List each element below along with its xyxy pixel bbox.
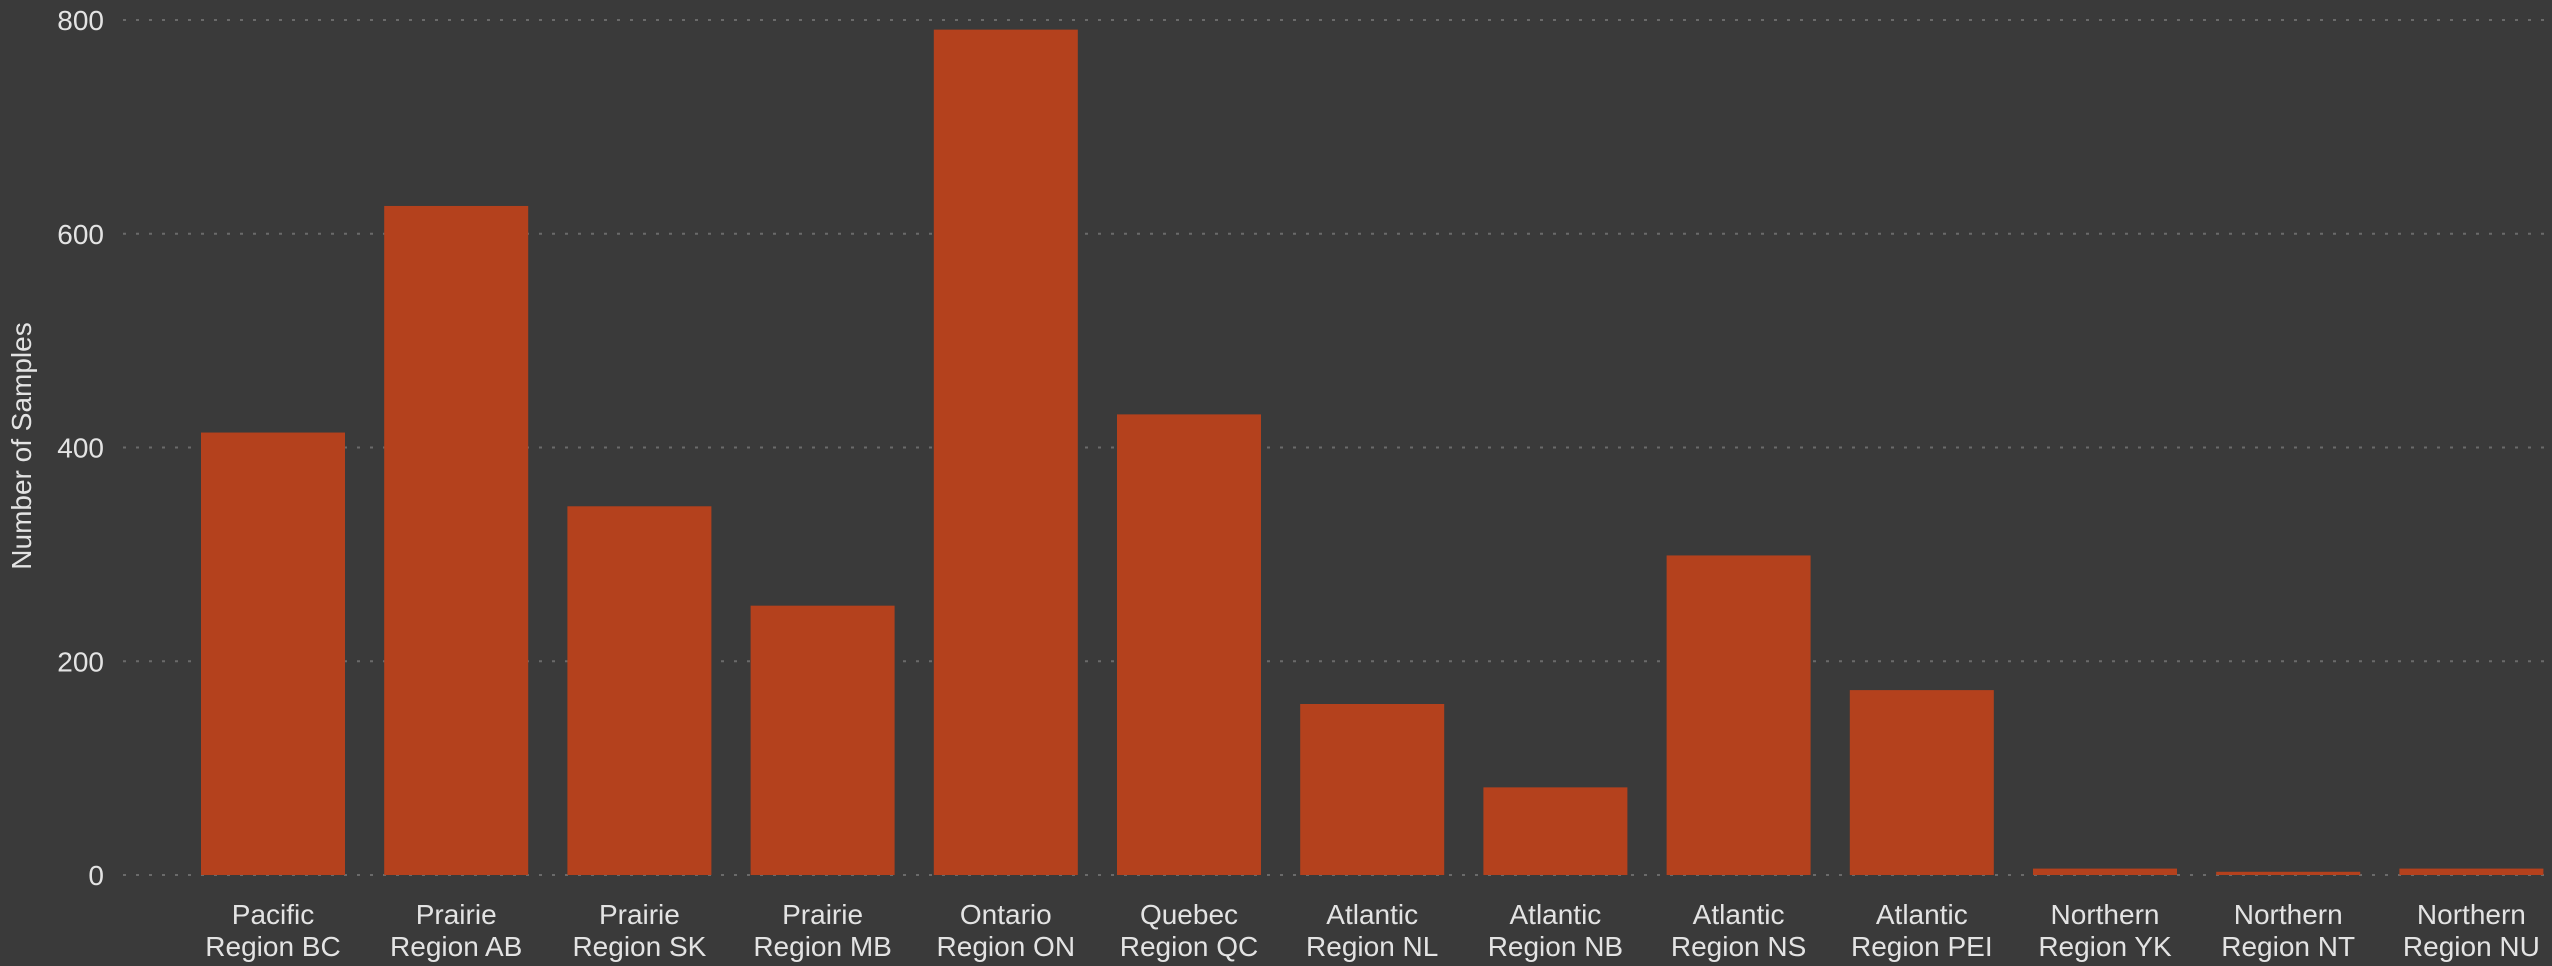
y-tick-label-600: 600: [57, 219, 104, 250]
y-tick-label-200: 200: [57, 646, 104, 677]
bar-atlantic-region-pei: [1849, 690, 1994, 875]
bar-northern-region-nt: [2216, 871, 2361, 875]
bar-layer: [201, 29, 2544, 875]
x-tick-label-line-2: Region YK: [2038, 931, 2172, 962]
bar-prairie-region-ab: [384, 205, 529, 875]
x-tick-label-line-1: Northern: [2417, 899, 2526, 930]
x-tick-label-northern-region-yk: Northern Region YK: [2038, 899, 2172, 962]
x-tick-label-line-1: Prairie: [599, 899, 680, 930]
bar-northern-region-nu: [2399, 868, 2544, 875]
x-tick-label-line-1: Atlantic: [1693, 899, 1785, 930]
y-tick-label-400: 400: [57, 433, 104, 464]
x-tick-label-line-2: Region NB: [1488, 931, 1623, 962]
bar-pacific-region-bc: [201, 432, 345, 875]
x-tick-label-northern-region-nu: Northern Region NU: [2403, 899, 2540, 962]
x-tick-label-line-2: Region NL: [1306, 931, 1438, 962]
x-tick-label-atlantic-region-pei: Atlantic Region PEI: [1851, 899, 1993, 962]
x-tick-label-prairie-region-mb: Prairie Region MB: [753, 899, 892, 962]
x-tick-label-line-1: Quebec: [1140, 899, 1238, 930]
x-tick-label-line-2: Region QC: [1120, 931, 1259, 962]
x-tick-label-line-2: Region BC: [205, 931, 340, 962]
x-tick-label-line-1: Ontario: [960, 899, 1052, 930]
bar-prairie-region-sk: [567, 506, 712, 875]
bar-northern-region-yk: [2033, 868, 2177, 875]
x-tick-label-line-1: Prairie: [782, 899, 863, 930]
y-axis-title: Number of Samples: [6, 322, 37, 569]
x-tick-label-atlantic-region-nl: Atlantic Region NL: [1306, 899, 1438, 962]
x-tick-label-prairie-region-sk: Prairie Region SK: [572, 899, 706, 962]
x-tick-label-atlantic-region-ns: Atlantic Region NS: [1671, 899, 1806, 962]
bar-atlantic-region-ns: [1666, 555, 1811, 875]
x-tick-label-line-1: Atlantic: [1326, 899, 1418, 930]
x-tick-label-line-2: Region NT: [2221, 931, 2355, 962]
y-tick-label-800: 800: [57, 5, 104, 36]
x-tick-label-line-2: Region PEI: [1851, 931, 1993, 962]
y-tick-label-0: 0: [88, 860, 104, 891]
x-tick-label-line-1: Atlantic: [1876, 899, 1968, 930]
x-tick-label-line-2: Region ON: [937, 931, 1076, 962]
y-axis-ticks: 0 200 400 600 800: [57, 5, 104, 891]
x-tick-label-line-2: Region AB: [390, 931, 522, 962]
bar-atlantic-region-nl: [1300, 704, 1445, 875]
x-tick-label-line-1: Atlantic: [1509, 899, 1601, 930]
x-tick-label-line-1: Northern: [2051, 899, 2160, 930]
x-tick-label-pacific-region-bc: Pacific Region BC: [205, 899, 340, 962]
x-tick-label-line-1: Northern: [2234, 899, 2343, 930]
x-tick-label-line-2: Region SK: [572, 931, 706, 962]
bar-prairie-region-mb: [750, 605, 895, 875]
x-tick-label-quebec-region-qc: Quebec Region QC: [1120, 899, 1259, 962]
x-tick-label-line-1: Pacific: [232, 899, 314, 930]
x-tick-label-line-2: Region NS: [1671, 931, 1806, 962]
x-tick-label-ontario-region-on: Ontario Region ON: [937, 899, 1076, 962]
x-tick-label-prairie-region-ab: Prairie Region AB: [390, 899, 522, 962]
x-tick-label-line-2: Region MB: [753, 931, 892, 962]
x-tick-label-atlantic-region-nb: Atlantic Region NB: [1488, 899, 1623, 962]
bar-atlantic-region-nb: [1483, 787, 1628, 875]
x-tick-label-line-1: Prairie: [416, 899, 497, 930]
x-tick-label-line-2: Region NU: [2403, 931, 2540, 962]
bar-ontario-region-on: [933, 29, 1078, 875]
x-tick-label-northern-region-nt: Northern Region NT: [2221, 899, 2355, 962]
bar-quebec-region-qc: [1117, 414, 1261, 875]
